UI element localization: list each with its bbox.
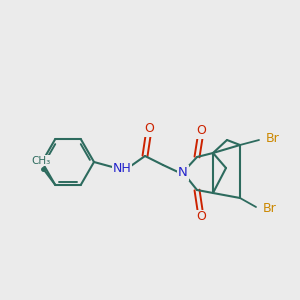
- Text: CH₃: CH₃: [32, 155, 51, 166]
- Text: Br: Br: [263, 202, 277, 214]
- Text: O: O: [196, 211, 206, 224]
- Text: Br: Br: [266, 133, 280, 146]
- Text: N: N: [178, 167, 188, 179]
- Text: NH: NH: [112, 163, 131, 176]
- Text: O: O: [196, 124, 206, 137]
- Text: O: O: [144, 122, 154, 136]
